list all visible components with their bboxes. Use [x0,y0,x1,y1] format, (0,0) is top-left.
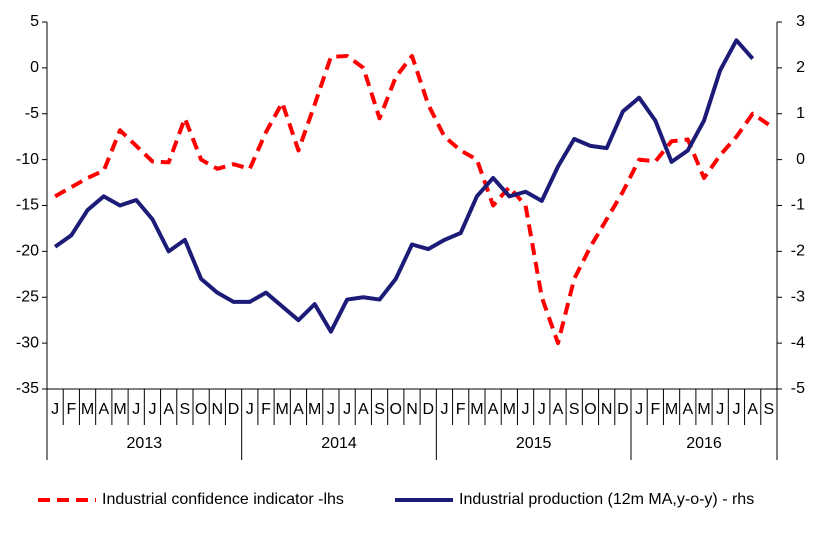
x-tick-label: J [732,401,740,418]
x-tick-label: J [716,401,724,418]
y2-tick-label: 1 [796,105,805,122]
x-tick-label: A [163,401,174,418]
x-tick-label: A [682,401,693,418]
x-tick-label: M [470,401,483,418]
year-label: 2015 [516,435,552,452]
y-tick-label: -20 [16,243,39,260]
y-tick-label: 0 [30,59,39,76]
y-tick-label: -10 [16,151,39,168]
x-tick-label: N [601,401,613,418]
x-tick-label: D [617,401,629,418]
x-tick-label: J [327,401,335,418]
x-tick-label: S [374,401,385,418]
x-tick-label: F [261,401,271,418]
x-tick-label: M [308,401,321,418]
x-tick-label: J [148,401,156,418]
x-tick-label: S [764,401,775,418]
x-tick-label: J [132,401,140,418]
year-label: 2014 [321,435,357,452]
x-tick-label: M [503,401,516,418]
y2-tick-label: 0 [796,151,805,168]
x-tick-label: M [113,401,126,418]
x-tick-label: S [180,401,191,418]
x-tick-label: O [584,401,596,418]
x-tick-label: A [293,401,304,418]
x-tick-label: J [538,401,546,418]
year-label: 2013 [127,435,163,452]
x-tick-label: J [343,401,351,418]
x-tick-label: M [697,401,710,418]
y-tick-label: -15 [16,197,39,214]
x-tick-label: A [98,401,109,418]
x-tick-label: O [390,401,402,418]
y2-tick-label: -5 [791,380,805,397]
y2-tick-label: 2 [796,59,805,76]
y2-tick-label: -4 [791,334,805,351]
x-tick-label: S [569,401,580,418]
y-tick-label: -35 [16,380,39,397]
x-tick-label: M [81,401,94,418]
y2-tick-label: -3 [791,288,805,305]
x-tick-label: A [747,401,758,418]
series-line [53,38,755,334]
x-tick-label: J [522,401,530,418]
y2-tick-label: -1 [791,197,805,214]
y-tick-label: 5 [30,13,39,30]
x-tick-label: F [650,401,660,418]
x-tick-label: A [553,401,564,418]
y2-tick-label: -2 [791,243,805,260]
x-tick-label: J [440,401,448,418]
x-tick-label: M [665,401,678,418]
x-tick-label: J [246,401,254,418]
x-tick-label: F [66,401,76,418]
x-tick-label: A [488,401,499,418]
x-tick-label: D [422,401,434,418]
year-label: 2016 [686,435,722,452]
legend-label: Industrial confidence indicator -lhs [102,491,344,508]
y2-tick-label: 3 [796,13,805,30]
x-tick-label: J [51,401,59,418]
y-tick-label: -30 [16,334,39,351]
x-tick-label: N [406,401,418,418]
x-tick-label: A [358,401,369,418]
y-tick-label: -25 [16,288,39,305]
legend-label: Industrial production (12m MA,y-o-y) - r… [459,491,754,508]
x-tick-label: D [228,401,240,418]
y-tick-label: -5 [25,105,39,122]
x-tick-label: J [635,401,643,418]
series-line [54,53,771,346]
x-tick-label: O [195,401,207,418]
x-tick-label: N [212,401,224,418]
x-tick-label: F [456,401,466,418]
x-tick-label: M [276,401,289,418]
